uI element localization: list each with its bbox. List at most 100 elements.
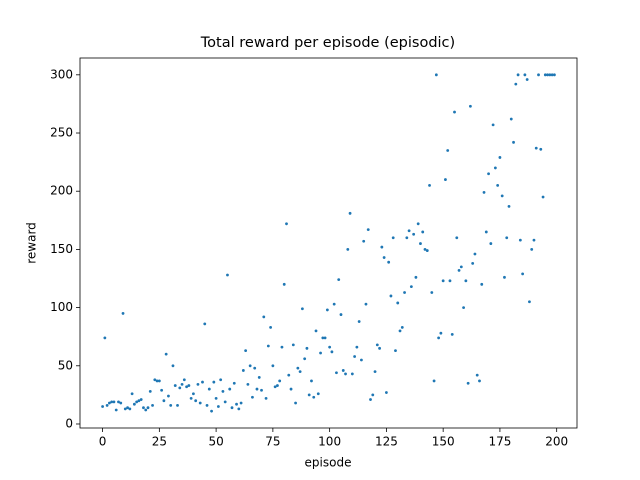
point bbox=[423, 248, 427, 251]
point bbox=[498, 156, 502, 159]
x-tick-label: 50 bbox=[208, 435, 223, 449]
point bbox=[539, 147, 543, 151]
point bbox=[466, 381, 470, 385]
point bbox=[380, 245, 384, 249]
point bbox=[271, 364, 275, 368]
point bbox=[160, 388, 164, 392]
point bbox=[491, 123, 495, 127]
point bbox=[537, 73, 540, 77]
point bbox=[432, 379, 436, 383]
point bbox=[210, 409, 213, 413]
point bbox=[455, 236, 459, 240]
point bbox=[269, 325, 273, 329]
point bbox=[273, 385, 277, 389]
point bbox=[546, 73, 549, 77]
point bbox=[521, 272, 525, 276]
point bbox=[146, 406, 150, 410]
axes-frame bbox=[79, 57, 578, 429]
point bbox=[167, 394, 170, 398]
x-tick-label: 200 bbox=[545, 435, 568, 449]
point bbox=[162, 399, 166, 403]
x-tick-label: 25 bbox=[152, 435, 167, 449]
point bbox=[362, 239, 366, 243]
point bbox=[496, 183, 500, 187]
point bbox=[117, 400, 120, 404]
point bbox=[137, 399, 141, 403]
point bbox=[128, 407, 132, 411]
x-tick-label: 100 bbox=[318, 435, 341, 449]
point bbox=[489, 242, 493, 245]
point bbox=[523, 73, 527, 77]
point bbox=[514, 82, 518, 86]
point bbox=[550, 73, 554, 77]
point bbox=[350, 372, 354, 376]
point bbox=[228, 387, 232, 391]
point bbox=[419, 242, 422, 245]
point bbox=[221, 389, 225, 393]
point bbox=[469, 104, 472, 108]
point bbox=[205, 403, 209, 407]
point bbox=[428, 183, 431, 187]
point bbox=[348, 211, 352, 215]
point bbox=[341, 369, 345, 372]
x-tick-label: 125 bbox=[375, 435, 398, 449]
point bbox=[187, 384, 191, 387]
point bbox=[462, 306, 465, 309]
point bbox=[487, 172, 490, 176]
point bbox=[282, 282, 286, 286]
point bbox=[155, 379, 159, 383]
point bbox=[541, 195, 545, 199]
chart-title: Total reward per episode (episodic) bbox=[200, 35, 455, 51]
point bbox=[325, 308, 329, 312]
point bbox=[169, 403, 173, 407]
point bbox=[239, 401, 243, 405]
point bbox=[207, 387, 211, 391]
point bbox=[278, 379, 282, 383]
point bbox=[409, 285, 413, 289]
point bbox=[548, 73, 552, 77]
y-tick-label: 200 bbox=[50, 184, 73, 198]
y-tick-label: 300 bbox=[50, 67, 73, 81]
point bbox=[173, 384, 177, 387]
point bbox=[171, 364, 175, 368]
point bbox=[364, 302, 368, 306]
point bbox=[276, 384, 279, 387]
point bbox=[387, 260, 391, 264]
point bbox=[471, 261, 475, 265]
point bbox=[446, 149, 450, 152]
point bbox=[123, 407, 127, 411]
point bbox=[251, 395, 254, 399]
point bbox=[482, 190, 486, 194]
point bbox=[457, 268, 461, 272]
point bbox=[192, 392, 195, 396]
point bbox=[425, 249, 429, 252]
point bbox=[344, 372, 347, 376]
point bbox=[103, 336, 107, 340]
point bbox=[321, 336, 325, 340]
point bbox=[253, 366, 257, 370]
point bbox=[525, 78, 529, 81]
point bbox=[503, 275, 506, 279]
point bbox=[310, 379, 313, 383]
point bbox=[189, 396, 193, 400]
point bbox=[416, 222, 420, 226]
point bbox=[108, 401, 111, 405]
point bbox=[285, 222, 288, 226]
point bbox=[139, 398, 143, 401]
point bbox=[543, 73, 547, 77]
point bbox=[289, 387, 293, 391]
point bbox=[198, 401, 202, 405]
x-tick-label: 75 bbox=[265, 435, 280, 449]
point bbox=[444, 178, 447, 181]
y-tick-label: 0 bbox=[65, 416, 73, 430]
point bbox=[403, 291, 406, 294]
point bbox=[394, 349, 397, 353]
point bbox=[291, 343, 295, 347]
point bbox=[405, 236, 409, 240]
point bbox=[421, 230, 425, 234]
point bbox=[448, 279, 452, 283]
point bbox=[132, 402, 136, 406]
point bbox=[180, 383, 184, 386]
point bbox=[235, 402, 238, 406]
point bbox=[105, 403, 109, 407]
